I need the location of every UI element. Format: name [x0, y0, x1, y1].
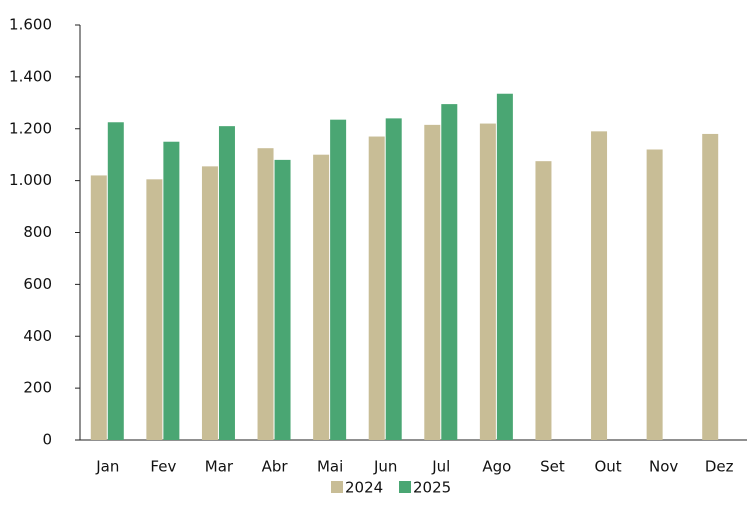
bar — [274, 159, 291, 440]
bar — [257, 148, 274, 440]
x-tick-label: Mai — [317, 458, 343, 476]
bar — [107, 122, 124, 440]
x-tick-label: Dez — [705, 458, 734, 476]
x-tick-label: Mar — [205, 458, 234, 476]
legend-label: 2024 — [345, 479, 383, 497]
y-tick-label: 0 — [42, 431, 52, 449]
bar — [479, 123, 496, 440]
bar — [496, 93, 513, 440]
x-tick-label: Jan — [95, 458, 119, 476]
y-tick-label: 600 — [23, 275, 52, 293]
bar — [702, 133, 719, 440]
legend-swatch — [331, 481, 343, 493]
legend-swatch — [399, 481, 411, 493]
bar — [90, 175, 107, 440]
y-tick-label: 1.400 — [9, 67, 52, 85]
bar — [201, 166, 218, 440]
bar — [368, 136, 385, 440]
bar — [535, 161, 552, 440]
y-tick-label: 200 — [23, 379, 52, 397]
y-tick-label: 1.600 — [9, 16, 52, 34]
y-tick-label: 800 — [23, 223, 52, 241]
x-tick-label: Out — [594, 458, 621, 476]
x-tick-label: Ago — [482, 458, 511, 476]
bar — [146, 179, 163, 440]
x-tick-label: Fev — [150, 458, 176, 476]
bar — [424, 124, 441, 440]
y-tick-label: 1.000 — [9, 171, 52, 189]
bar — [330, 119, 347, 440]
bar — [591, 131, 608, 440]
x-tick-label: Abr — [262, 458, 289, 476]
bar — [313, 154, 330, 440]
bar — [441, 104, 458, 440]
bar — [218, 126, 235, 440]
bar — [385, 118, 402, 440]
bar — [163, 141, 180, 440]
y-tick-label: 400 — [23, 327, 52, 345]
legend-label: 2025 — [413, 479, 451, 497]
x-tick-label: Nov — [649, 458, 678, 476]
x-tick-label: Set — [540, 458, 565, 476]
x-tick-label: Jul — [431, 458, 450, 476]
bar — [646, 149, 663, 440]
y-tick-label: 1.200 — [9, 119, 52, 137]
x-tick-label: Jun — [373, 458, 397, 476]
